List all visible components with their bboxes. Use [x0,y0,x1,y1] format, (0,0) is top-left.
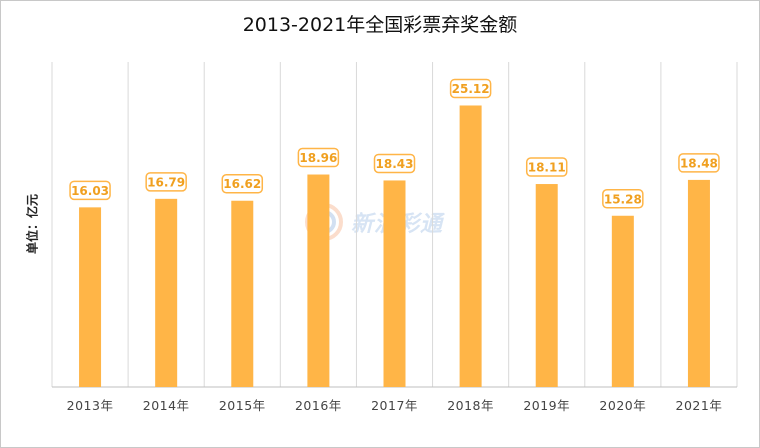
x-tick-label: 2016年 [295,398,342,413]
data-label-box [69,180,111,201]
data-label-box [525,157,568,177]
bar [79,207,102,387]
bar [459,105,482,387]
bar [535,184,558,387]
data-label: 16.03 [71,184,109,198]
data-label: 18.11 [528,161,566,175]
x-tick-label: 2018年 [447,398,494,413]
data-label-box [145,172,187,192]
data-label: 25.12 [452,82,490,96]
x-tick-label: 2021年 [676,398,723,413]
bars-layer [79,105,710,387]
grid-layer [51,62,738,388]
data-label-box [221,173,264,194]
data-label: 18.48 [680,156,718,170]
x-tick-labels-layer: 2013年 2014年 2015年 2016年 2017年 2018年 2019年 2020年… [67,398,723,413]
data-label-box [602,189,644,209]
bar [307,174,330,387]
data-label: 16.79 [147,175,185,189]
bar [155,198,178,387]
x-tick-label: 2014年 [143,398,190,413]
x-tick-label: 2020年 [599,398,646,413]
data-label: 15.28 [604,192,642,206]
x-tick-label: 2013年 [67,398,114,413]
data-label: 18.96 [299,151,337,165]
bar [687,179,710,387]
bar [231,200,254,387]
chart-title: 2013-2021年全国彩票弃奖金额 [242,14,518,36]
data-label: 16.62 [223,177,261,191]
data-label: 18.43 [376,157,414,171]
data-label-box [373,153,416,174]
x-tick-label: 2019年 [523,398,570,413]
bar [611,215,634,387]
data-label-box [678,153,720,173]
x-tick-label: 2015年 [219,398,266,413]
data-label-box [297,147,340,168]
x-tick-label: 2017年 [371,398,418,413]
bar [383,180,406,387]
data-labels-layer: 16.03 16.79 16.62 18.96 18.43 25.12 18.11 15.28… [69,78,720,209]
data-label-box [449,78,492,99]
